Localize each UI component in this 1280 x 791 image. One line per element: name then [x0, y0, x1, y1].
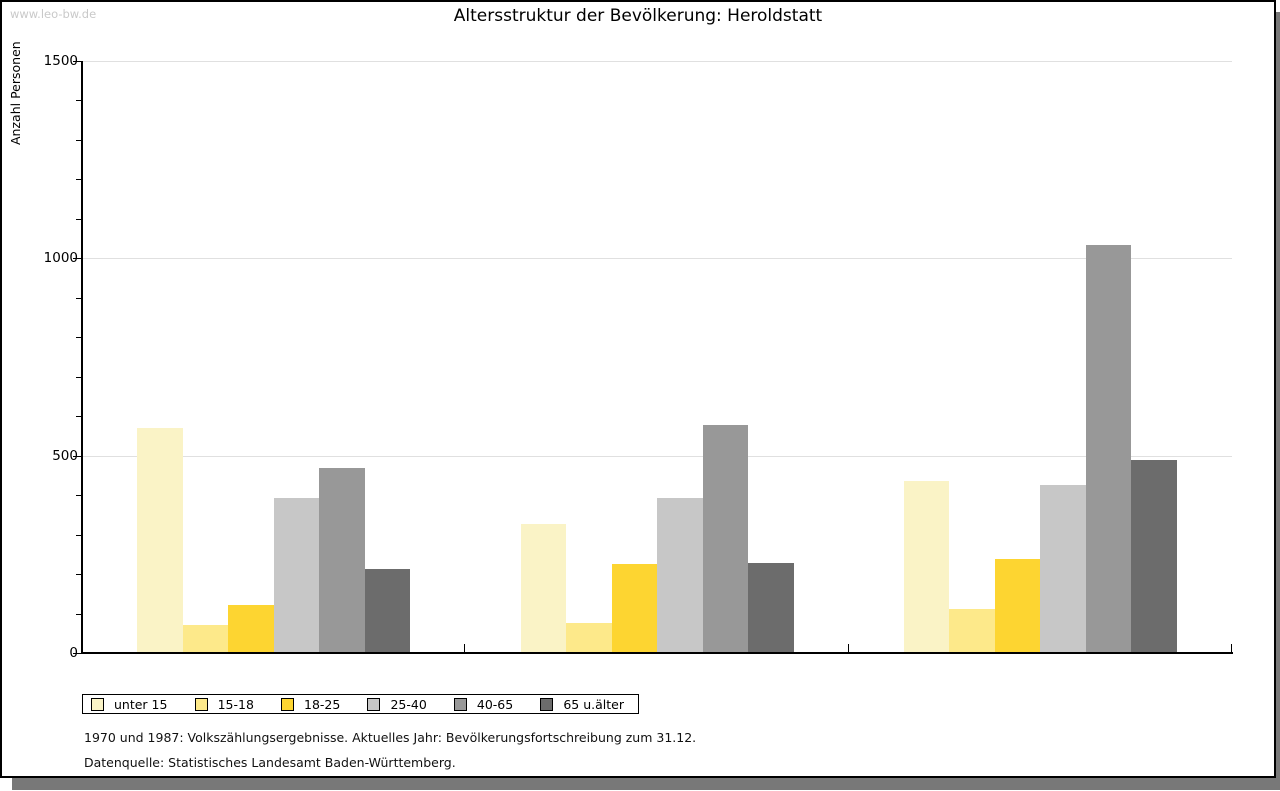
gridline-1000: [83, 258, 1232, 260]
y-tick-label-1500: 1500: [43, 53, 78, 69]
legend-swatch-icon: [367, 697, 381, 711]
bar-1987-65-u-lter: [748, 563, 794, 653]
bar-2011-15-18: [949, 608, 995, 653]
y-tick-500: [73, 455, 81, 457]
y-tick-200: [76, 574, 81, 576]
bar-2011-18-25: [994, 559, 1041, 653]
y-tick-700: [76, 376, 81, 378]
bar-1970-18-25: [228, 605, 274, 653]
legend: unter 15 15-18 18-25 25-40 40-65 65 u.älter: [82, 694, 639, 714]
x-tick-2: [847, 644, 849, 652]
y-tick-1000: [73, 258, 81, 260]
legend-label: 25-40: [390, 696, 427, 712]
plot-area: 0 500 1000 1500: [2, 2, 1274, 694]
legend-item-65-u-lter: 65 u.älter: [540, 697, 624, 712]
footnote-datasource: Datenquelle: Statistisches Landesamt Bad…: [84, 755, 456, 770]
footnote-sources: 1970 und 1987: Volkszählungsergebnisse. …: [84, 730, 697, 745]
legend-item-25-40: 25-40: [367, 696, 427, 712]
legend-label: 65 u.älter: [563, 696, 624, 712]
legend-swatch-icon: [194, 697, 208, 711]
y-tick-label-500: 500: [52, 447, 78, 464]
legend-label: 18-25: [304, 696, 341, 712]
bar-2011-unter-15: [903, 480, 950, 653]
y-tick-label-0: 0: [69, 645, 78, 661]
legend-swatch-icon: [540, 697, 554, 711]
chart-title: Altersstruktur der Bevölkerung: Heroldst…: [453, 6, 823, 26]
y-tick-600: [76, 416, 81, 418]
legend-swatch-icon: [281, 697, 295, 711]
bar-1970-15-18: [182, 624, 229, 653]
y-tick-800: [76, 337, 81, 339]
x-tick-1: [464, 644, 466, 652]
bar-1970-40-65: [319, 467, 365, 653]
bar-1987-18-25: [611, 564, 657, 653]
bar-2011-65-u-lter: [1131, 460, 1177, 653]
bar-1987-15-18: [566, 622, 612, 653]
y-tick-0: [73, 653, 81, 654]
bar-2011-40-65: [1085, 244, 1132, 653]
y-axis-line: [81, 61, 83, 654]
bar-1987-unter-15: [520, 523, 566, 653]
y-tick-400: [76, 495, 81, 497]
legend-item-15-18: 15-18: [194, 696, 254, 712]
y-tick-1400: [76, 100, 81, 102]
bar-1970-65-u-lter: [364, 569, 411, 653]
legend-swatch-icon: [453, 697, 467, 711]
y-tick-300: [76, 534, 81, 536]
legend-label: 15-18: [217, 696, 254, 712]
bar-2011-25-40: [1040, 484, 1086, 653]
legend-label: 40-65: [476, 696, 514, 712]
bar-1987-25-40: [657, 498, 703, 653]
legend-item-unter-15: unter 15: [91, 697, 167, 712]
watermark: www.leo-bw.de: [10, 7, 97, 21]
y-tick-100: [76, 613, 81, 615]
y-tick-1300: [76, 139, 81, 141]
y-tick-1100: [76, 218, 81, 220]
x-tick-3: [1231, 644, 1232, 652]
gridline-1500: [83, 61, 1232, 62]
gridline-500: [83, 455, 1232, 457]
bar-1987-40-65: [702, 425, 748, 653]
y-tick-1500: [73, 61, 81, 62]
legend-swatch-icon: [91, 697, 104, 711]
bar-1970-25-40: [273, 497, 320, 653]
bar-1970-unter-15: [137, 428, 183, 653]
legend-label: unter 15: [114, 696, 168, 712]
y-tick-900: [76, 297, 81, 299]
legend-item-40-65: 40-65: [453, 696, 514, 712]
y-tick-label-1000: 1000: [43, 250, 78, 267]
legend-item-18-25: 18-25: [281, 697, 340, 712]
y-tick-1200: [76, 179, 81, 181]
x-axis-line: [81, 652, 1233, 654]
